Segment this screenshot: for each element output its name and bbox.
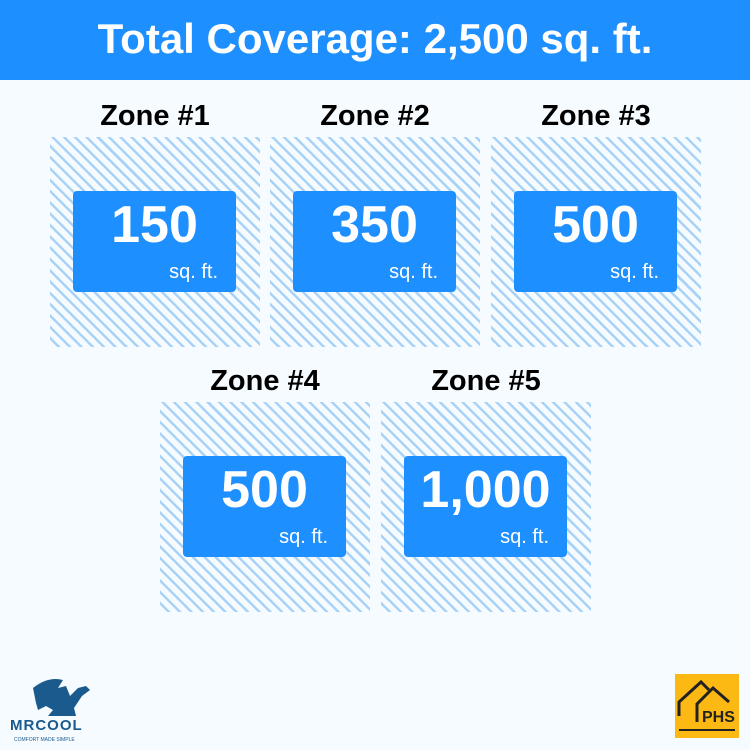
- zone-unit: sq. ft.: [279, 526, 328, 548]
- zone-card: 500 sq. ft.: [514, 191, 677, 292]
- zone-3: Zone #3 500 sq. ft.: [491, 96, 701, 347]
- phs-wordmark: PHS: [702, 709, 735, 726]
- phs-logo: PHS: [675, 674, 739, 738]
- zone-area: 500 sq. ft.: [491, 137, 701, 347]
- zone-area: 1,000 sq. ft.: [381, 402, 591, 612]
- zone-area: 500 sq. ft.: [160, 402, 370, 612]
- zone-area: 150 sq. ft.: [50, 137, 260, 347]
- zone-1: Zone #1 150 sq. ft.: [50, 96, 260, 347]
- zone-value: 350: [331, 196, 418, 254]
- zone-value: 500: [552, 196, 639, 254]
- zone-title: Zone #1: [100, 100, 210, 132]
- zone-unit: sq. ft.: [610, 261, 659, 283]
- zone-4: Zone #4 500 sq. ft.: [160, 361, 370, 612]
- polar-bear-icon: [33, 679, 90, 716]
- house-icon: [677, 679, 735, 731]
- zone-2: Zone #2 350 sq. ft.: [270, 96, 480, 347]
- page-title: Total Coverage: 2,500 sq. ft.: [0, 0, 750, 80]
- zone-title: Zone #4: [210, 365, 320, 397]
- zone-value: 500: [221, 461, 308, 519]
- zone-unit: sq. ft.: [500, 526, 549, 548]
- zone-5: Zone #5 1,000 sq. ft.: [381, 361, 591, 612]
- zone-card: 500 sq. ft.: [183, 456, 346, 557]
- zone-card: 1,000 sq. ft.: [404, 456, 567, 557]
- zone-unit: sq. ft.: [169, 261, 218, 283]
- zone-title: Zone #5: [431, 365, 541, 397]
- mrcool-wordmark: MRCOOL: [10, 717, 83, 734]
- zone-value: 150: [111, 196, 198, 254]
- zone-unit: sq. ft.: [389, 261, 438, 283]
- zone-area: 350 sq. ft.: [270, 137, 480, 347]
- zone-title: Zone #2: [320, 100, 430, 132]
- zone-value: 1,000: [420, 461, 551, 519]
- zone-title: Zone #3: [541, 100, 651, 132]
- zone-card: 350 sq. ft.: [293, 191, 456, 292]
- mrcool-logo: MRCOOL COMFORT MADE SIMPLE: [8, 668, 128, 746]
- mrcool-tagline: COMFORT MADE SIMPLE: [14, 737, 75, 743]
- zone-card: 150 sq. ft.: [73, 191, 236, 292]
